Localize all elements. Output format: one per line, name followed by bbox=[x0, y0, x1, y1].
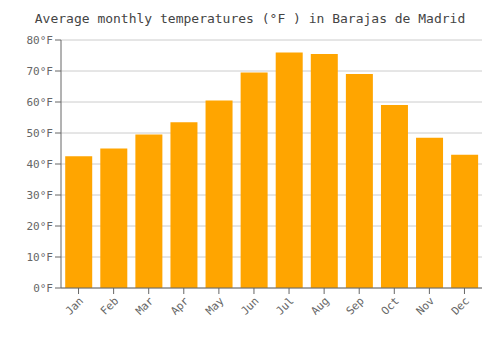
svg-text:Sep: Sep bbox=[344, 294, 367, 317]
svg-text:60°F: 60°F bbox=[27, 96, 54, 109]
svg-text:Apr: Apr bbox=[168, 294, 192, 318]
svg-text:0°F: 0°F bbox=[33, 282, 53, 295]
svg-text:Mar: Mar bbox=[133, 294, 157, 318]
svg-text:Feb: Feb bbox=[98, 294, 121, 317]
svg-text:30°F: 30°F bbox=[27, 189, 54, 202]
svg-text:Oct: Oct bbox=[379, 294, 402, 317]
svg-text:40°F: 40°F bbox=[27, 158, 54, 171]
svg-text:70°F: 70°F bbox=[27, 65, 54, 78]
svg-text:Jul: Jul bbox=[273, 294, 296, 317]
svg-text:Jan: Jan bbox=[63, 294, 86, 317]
svg-text:20°F: 20°F bbox=[27, 220, 54, 233]
svg-text:50°F: 50°F bbox=[27, 127, 54, 140]
svg-text:Nov: Nov bbox=[414, 294, 438, 318]
html-text:Average monthly temperatures (: Average monthly temperatures (°F ) in Ba… bbox=[34, 11, 466, 26]
svg-text:Dec: Dec bbox=[449, 294, 472, 317]
svg-text:Aug: Aug bbox=[309, 294, 332, 317]
svg-text:May: May bbox=[203, 294, 227, 318]
svg-text:80°F: 80°F bbox=[27, 34, 54, 47]
svg-text:10°F: 10°F bbox=[27, 251, 54, 264]
svg-text:Jun: Jun bbox=[238, 294, 261, 317]
